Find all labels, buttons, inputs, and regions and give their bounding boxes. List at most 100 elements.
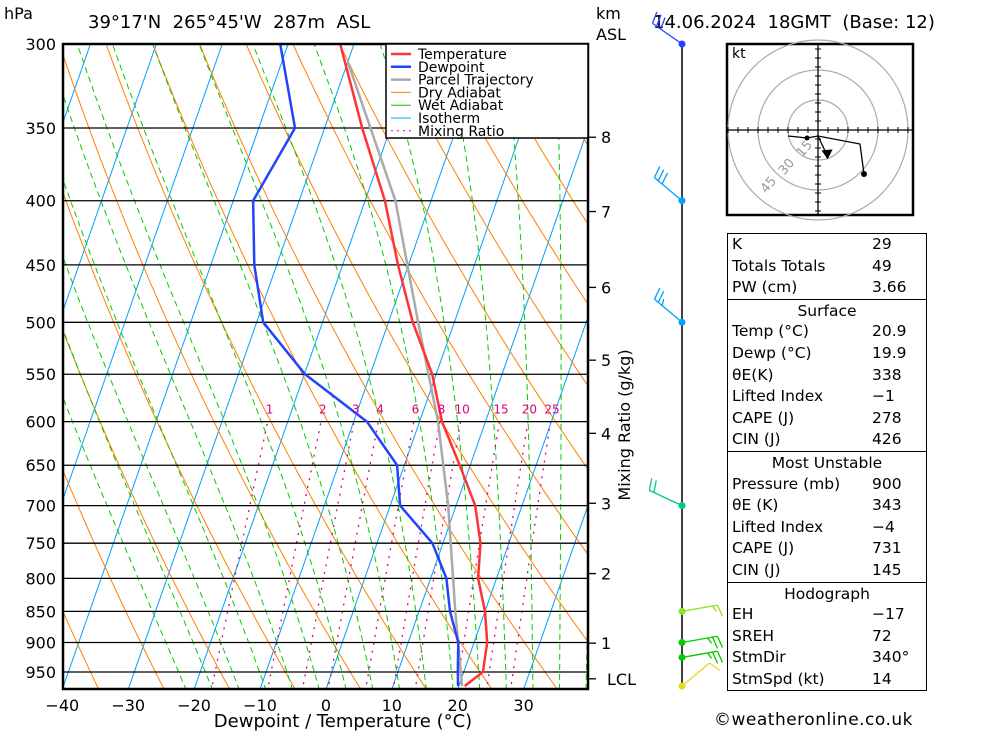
legend-entry: Mixing Ratio [418,124,504,140]
storm-motion-arrowhead [821,149,833,160]
hodograph-unit: kt [732,46,746,62]
isotherm-line [391,127,588,689]
dry-adiabat-line [63,191,296,689]
wet-adiabat-line [63,255,240,689]
wind-level-dot [678,318,686,326]
pressure-tick-label: 900 [25,634,56,653]
legend-entry: Dry Adiabat [418,85,501,101]
legend-entry: Dewpoint [418,60,485,76]
wind-barb [678,662,720,690]
km-tick-label: 5 [601,351,611,370]
index-row: StmSpd (kt) 14 [728,669,926,691]
dewpoint-line [251,44,460,687]
index-label: StmDir [732,648,786,667]
mixing-ratio-line [392,421,441,689]
mixing-ratio-line [455,421,501,689]
legend-entry: Temperature [417,47,507,63]
isotherm-line [0,6,38,700]
wet-adiabat-line [504,44,534,689]
km-tick-label: 7 [601,203,611,222]
temperature-line [338,44,489,688]
isotherm-line [63,44,223,501]
wind-barb [678,604,724,617]
pressure-tick-label: 700 [25,497,56,516]
km-tick-label: LCL [607,670,636,689]
index-value: 426 [872,430,902,449]
wind-level-dot [678,682,686,690]
index-value: −4 [872,517,895,536]
index-label: Temp (°C) [732,322,809,341]
mixing-ratio-label: 1 [266,402,274,416]
km-tick-label: 8 [601,128,611,147]
km-tick-label: 4 [601,424,611,443]
index-row: θE(K) 338 [728,365,926,387]
wet-adiabat-line [198,44,401,689]
index-row: Temp (°C) 20.9 [728,321,926,343]
km-tick-label: 2 [601,565,611,584]
legend-entry: Wet Adiabat [418,98,504,114]
mixing-ratio-label: 20 [522,402,537,416]
index-value: −17 [872,605,905,624]
pressure-unit-label: hPa [4,4,33,23]
wind-barb [648,478,686,510]
index-label: SREH [732,626,775,645]
km-tick-label: 6 [601,278,611,297]
mixing-ratio-line [486,421,529,689]
mixing-ratio-label: 2 [319,402,327,416]
pressure-tick-label: 500 [25,313,56,332]
x-tick-label: 20 [448,696,468,715]
surface-indices: Surface Temp (°C) 20.9 Dewp (°C) 19.9 θE(K) 33… [727,298,927,451]
index-value: −1 [872,387,895,406]
wind-level-dot [678,639,686,647]
x-tick-label: 30 [513,696,533,715]
isotherm-line [63,44,157,313]
km-tick-label: 1 [601,634,611,653]
index-value: 145 [872,560,902,579]
index-row: CAPE (J) 731 [728,538,926,560]
index-row: Lifted Index −1 [728,386,926,408]
hodograph-indices: Hodograph EH −17 SREH 72 StmDir 340° StmSpd (kt… [727,581,927,692]
index-row: EH −17 [728,604,926,626]
pressure-tick-label: 650 [25,456,56,475]
index-value: 19.9 [872,343,907,362]
index-label: Lifted Index [732,517,824,536]
index-label: CAPE (J) [732,539,795,558]
mixing-ratio-line [510,421,552,689]
index-value: 49 [872,256,892,275]
pressure-tick-label: 450 [25,256,56,275]
plot-frame [61,42,590,691]
index-row: K 29 [728,234,926,256]
index-row: θE (K) 343 [728,495,926,517]
mixing-ratio-label: 4 [376,402,384,416]
index-row: CIN (J) 145 [728,560,926,582]
most-unstable-indices: Most Unstable Pressure (mb) 900 θE (K) 343 Li… [727,450,927,582]
asl-label: ASL [596,25,626,44]
dry-adiabat-line [963,6,1000,700]
wind-level-dot [678,40,686,48]
index-value: 20.9 [872,322,907,341]
surface-title: Surface [797,301,857,320]
index-row: SREH 72 [728,626,926,648]
wind-barb-column [648,11,724,690]
pressure-tick-label: 850 [25,602,56,621]
general-indices: K 29 Totals Totals 49 PW (cm) 3.66 [727,233,927,299]
wet-adiabat-line [63,396,187,689]
wind-level-dot [678,607,686,615]
wet-adiabat-line [555,44,562,689]
x-tick-label: 10 [382,696,402,715]
index-value: 72 [872,626,892,645]
dry-adiabat-line [63,610,100,689]
index-value: 338 [872,365,902,384]
wind-barb [653,287,686,326]
index-label: CIN (J) [732,560,781,579]
wind-level-dot [678,653,686,661]
legend-entry: Parcel Trajectory [418,73,534,89]
index-label: PW (cm) [732,278,798,297]
index-value: 29 [872,235,892,253]
index-label: StmSpd (kt) [732,669,825,688]
legend-entry: Isotherm [418,111,480,127]
index-row: PW (cm) 3.66 [728,277,926,299]
index-label: CAPE (J) [732,408,795,427]
